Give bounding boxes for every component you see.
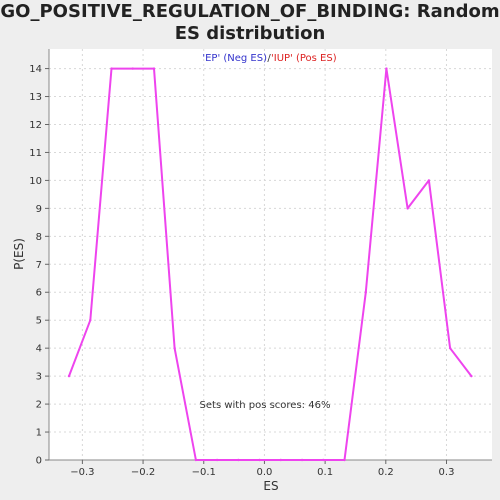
data-point — [194, 458, 198, 462]
y-tick-label: 0 — [36, 456, 42, 467]
data-point — [67, 374, 71, 378]
y-tick-label: 1 — [36, 428, 42, 439]
x-tick-label: 0.3 — [439, 467, 455, 478]
data-point — [427, 179, 431, 182]
y-tick-label: 14 — [29, 64, 42, 75]
data-point — [406, 207, 409, 210]
data-point — [215, 458, 219, 462]
data-point — [470, 374, 473, 378]
x-tick-label: −0.1 — [192, 467, 216, 478]
y-tick-label: 9 — [36, 204, 42, 215]
data-point — [385, 67, 388, 70]
y-tick-label: 10 — [29, 176, 42, 187]
legend-separator: / — [267, 53, 271, 64]
data-point — [300, 458, 304, 462]
grid — [49, 49, 492, 461]
x-tick-label: 0.1 — [317, 467, 333, 478]
series-layer — [67, 67, 473, 462]
x-axis-label: ES — [263, 479, 278, 493]
data-point — [448, 346, 452, 350]
y-axis-label: P(ES) — [12, 238, 26, 270]
data-point — [258, 458, 261, 462]
series-line — [68, 67, 473, 461]
y-tick-label: 4 — [36, 344, 42, 355]
legend-neg-es: 'EP' (Neg ES) — [202, 53, 267, 64]
plot-area — [49, 49, 492, 460]
y-tick-label: 7 — [36, 260, 42, 271]
x-tick-label: 0.0 — [256, 467, 272, 478]
annotation: Sets with pos scores: 46% — [200, 400, 331, 411]
chart-title: GO_POSITIVE_REGULATION_OF_BINDING: Rando… — [0, 1, 500, 44]
y-tick-label: 13 — [29, 92, 42, 103]
data-point — [279, 458, 283, 462]
data-point — [322, 458, 325, 462]
data-point — [131, 67, 134, 70]
x-tick-label: −0.2 — [131, 467, 155, 478]
x-tick-label: −0.3 — [70, 467, 94, 478]
data-point — [110, 67, 113, 70]
y-tick-label: 12 — [29, 120, 42, 131]
data-point — [89, 319, 92, 322]
data-point — [237, 458, 240, 462]
y-tick-label: 2 — [36, 400, 42, 411]
legend-pos-es: 'IUP' (Pos ES) — [271, 53, 337, 64]
data-point — [343, 458, 346, 462]
y-tick-label: 3 — [36, 372, 42, 383]
data-point — [152, 67, 156, 70]
y-tick-label: 5 — [36, 316, 42, 327]
data-point — [173, 346, 176, 350]
data-point — [364, 291, 367, 294]
y-tick-label: 8 — [36, 232, 42, 243]
x-tick-label: 0.2 — [378, 467, 394, 478]
y-tick-label: 11 — [29, 148, 42, 159]
y-tick-label: 6 — [36, 288, 42, 299]
